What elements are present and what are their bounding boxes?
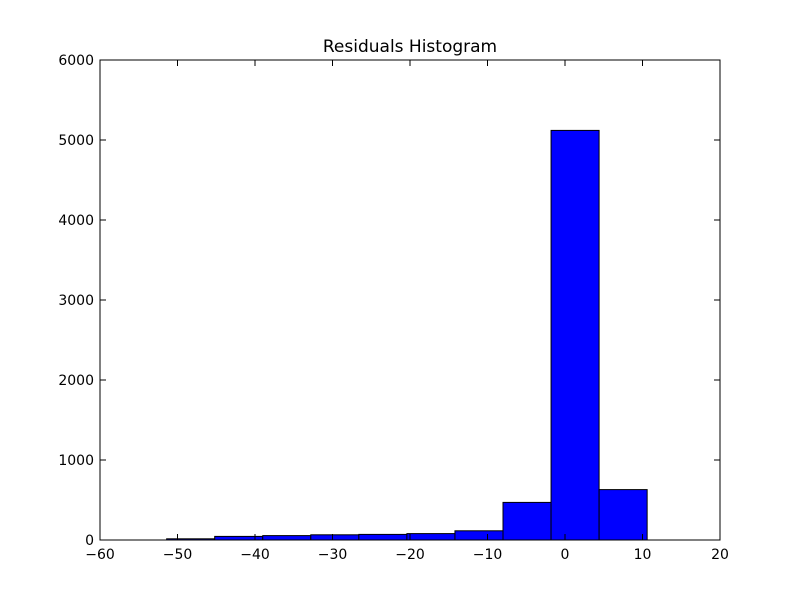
x-tick-label-0: −60 [85, 547, 115, 563]
y-tick-label-3: 3000 [58, 293, 94, 309]
y-tick-label-6: 6000 [58, 53, 94, 69]
x-tick-label-2: −40 [240, 547, 270, 563]
histogram-bar-4 [358, 533, 408, 541]
histogram-bar-3 [310, 534, 360, 541]
x-tick-label-7: 10 [634, 547, 652, 563]
y-tick-label-2: 2000 [58, 373, 94, 389]
x-tick-label-5: −10 [473, 547, 503, 563]
plot-frame [99, 59, 721, 541]
x-tick-label-8: 20 [711, 547, 729, 563]
x-tick-label-1: −50 [163, 547, 193, 563]
histogram-bar-7 [502, 501, 552, 541]
x-tick-label-6: 0 [561, 547, 570, 563]
histogram-bar-6 [454, 530, 504, 541]
x-tick-label-3: −30 [318, 547, 348, 563]
histogram-bar-2 [262, 535, 312, 541]
histogram-bar-9 [598, 489, 648, 541]
histogram-bar-1 [214, 535, 264, 541]
bars-group [166, 129, 648, 541]
y-tick-label-1: 1000 [58, 453, 94, 469]
histogram-bar-5 [406, 533, 456, 541]
chart-title: Residuals Histogram [323, 37, 497, 57]
y-tick-label-4: 4000 [58, 213, 94, 229]
ticks-group: −60 −50 −40 −30 −20 −10 0 10 20 0 1000 2000 3000 4000… [58, 53, 729, 563]
y-tick-label-0: 0 [85, 533, 94, 549]
histogram-bar-8 [550, 129, 600, 541]
y-tick-label-5: 5000 [58, 133, 94, 149]
x-tick-label-4: −20 [395, 547, 425, 563]
